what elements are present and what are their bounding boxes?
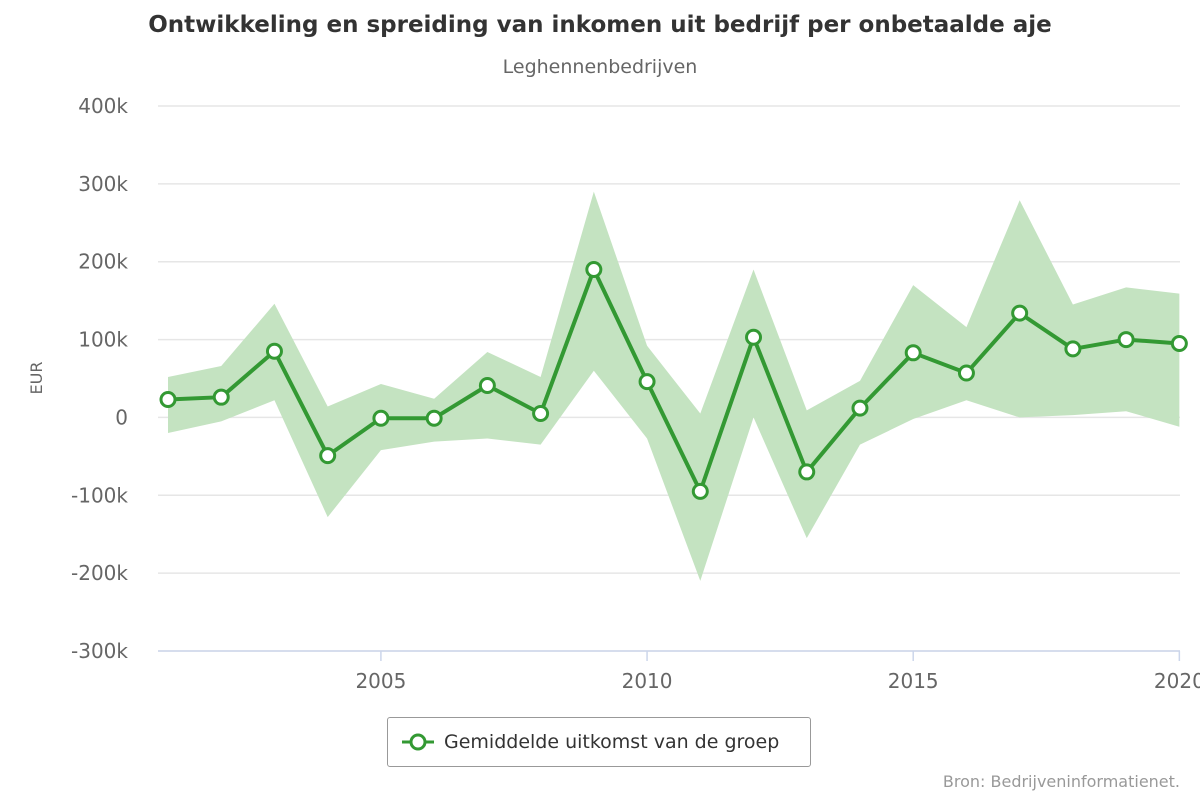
range-band bbox=[168, 191, 1180, 581]
data-point[interactable] bbox=[638, 373, 656, 391]
data-point[interactable] bbox=[319, 447, 337, 465]
y-tick-label: -100k bbox=[71, 483, 128, 507]
y-tick-label: -200k bbox=[71, 561, 128, 585]
legend[interactable]: Gemiddelde uitkomst van de groep bbox=[387, 717, 811, 767]
y-tick-label: -300k bbox=[71, 639, 128, 663]
data-point[interactable] bbox=[745, 328, 763, 346]
data-point[interactable] bbox=[1117, 331, 1135, 349]
legend-line-marker-icon bbox=[402, 733, 434, 751]
data-point[interactable] bbox=[425, 409, 443, 427]
data-point[interactable] bbox=[957, 364, 975, 382]
credits[interactable]: Bron: Bedrijveninformatienet. bbox=[942, 772, 1180, 791]
data-point[interactable] bbox=[904, 344, 922, 362]
chart-title: Ontwikkeling en spreiding van inkomen ui… bbox=[148, 12, 1052, 38]
data-point[interactable] bbox=[372, 409, 390, 427]
data-point[interactable] bbox=[1170, 334, 1188, 352]
legend-label: Gemiddelde uitkomst van de groep bbox=[444, 731, 780, 753]
y-tick-label: 200k bbox=[78, 250, 128, 274]
y-tick-label: 0 bbox=[115, 405, 128, 429]
data-point[interactable] bbox=[532, 405, 550, 423]
x-tick-label: 2015 bbox=[888, 669, 939, 693]
data-point[interactable] bbox=[478, 377, 496, 395]
data-point[interactable] bbox=[851, 399, 869, 417]
y-tick-label: 300k bbox=[78, 172, 128, 196]
data-point[interactable] bbox=[1064, 340, 1082, 358]
data-point[interactable] bbox=[585, 261, 603, 278]
y-tick-label: 100k bbox=[78, 328, 128, 352]
x-tick-label: 2005 bbox=[355, 669, 406, 693]
data-point[interactable] bbox=[1011, 304, 1029, 322]
x-axis: 2005 2010 2015 2020 bbox=[158, 650, 1200, 693]
average-line-path bbox=[167, 267, 1180, 494]
average-line bbox=[167, 267, 1180, 494]
y-axis-label: EUR bbox=[27, 362, 46, 395]
data-point[interactable] bbox=[798, 463, 816, 481]
data-points bbox=[159, 261, 1188, 500]
range-band-area bbox=[168, 191, 1180, 581]
y-axis-ticks: 400k 300k 200k 100k 0 -100k -200k -300k bbox=[71, 94, 128, 663]
data-point[interactable] bbox=[691, 482, 709, 500]
data-point[interactable] bbox=[265, 342, 283, 360]
data-point[interactable] bbox=[159, 391, 177, 409]
y-tick-label: 400k bbox=[78, 94, 128, 118]
data-point[interactable] bbox=[212, 388, 230, 406]
x-tick-label: 2020 bbox=[1154, 669, 1200, 693]
chart-subtitle: Leghennenbedrijven bbox=[502, 56, 698, 78]
x-tick-label: 2010 bbox=[622, 669, 673, 693]
